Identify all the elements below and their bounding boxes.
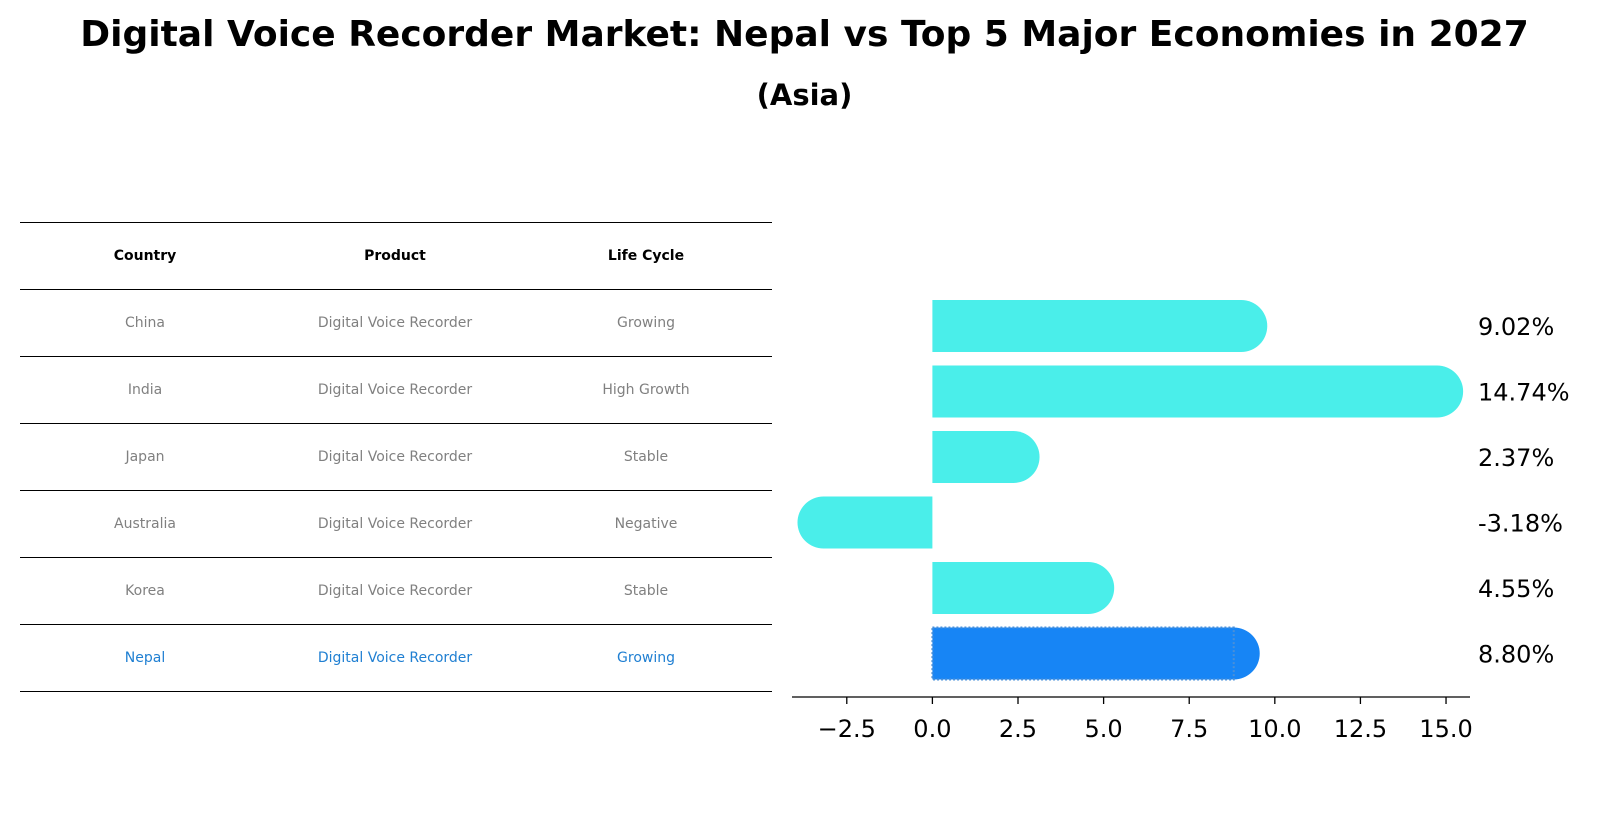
- data-table: Country Product Life Cycle China Digital…: [20, 222, 772, 692]
- cell-life-cycle: High Growth: [602, 382, 690, 398]
- header-product: Product: [364, 248, 426, 264]
- x-tick-label: 10.0: [1248, 715, 1301, 743]
- cell-product: Digital Voice Recorder: [317, 516, 473, 532]
- x-tick-label: 12.5: [1334, 715, 1387, 743]
- table-row: India Digital Voice Recorder High Growth: [20, 356, 772, 423]
- table-row: China Digital Voice Recorder Growing: [20, 289, 772, 356]
- bar-nepal: [932, 627, 1260, 680]
- cell-life-cycle: Stable: [623, 583, 669, 599]
- bar-japan: [932, 431, 1040, 483]
- x-tick-label: 5.0: [1085, 715, 1123, 743]
- cell-life-cycle: Stable: [623, 449, 669, 465]
- table-header-row: Country Product Life Cycle: [20, 222, 772, 289]
- bar-value-label: 14.74%: [1478, 379, 1570, 407]
- table-row: Korea Digital Voice Recorder Stable: [20, 557, 772, 624]
- cell-product: Digital Voice Recorder: [317, 650, 473, 666]
- bar-value-label: 9.02%: [1478, 313, 1554, 341]
- bar-value-label: 2.37%: [1478, 444, 1554, 472]
- bar-value-label: 4.55%: [1478, 575, 1554, 603]
- x-tick-label: 15.0: [1419, 715, 1472, 743]
- chart-subtitle: (Asia): [756, 78, 853, 112]
- cell-product: Digital Voice Recorder: [317, 449, 473, 465]
- header-country: Country: [113, 248, 177, 264]
- x-tick-label: 2.5: [999, 715, 1037, 743]
- table-row: Australia Digital Voice Recorder Negativ…: [20, 490, 772, 557]
- bar-australia: [797, 496, 933, 549]
- cell-country: Japan: [125, 449, 165, 465]
- bar-korea: [932, 562, 1115, 614]
- cell-life-cycle: Negative: [614, 516, 678, 532]
- cell-country: China: [125, 315, 165, 331]
- cell-country: Nepal: [124, 650, 166, 666]
- x-tick-label: 7.5: [1170, 715, 1208, 743]
- cell-life-cycle: Growing: [617, 650, 675, 666]
- bar-value-label: 8.80%: [1478, 641, 1554, 669]
- chart-title: Digital Voice Recorder Market: Nepal vs …: [80, 14, 1529, 55]
- bar-india: [932, 365, 1464, 418]
- bar-value-label: -3.18%: [1478, 510, 1563, 538]
- x-tick-label: 0.0: [913, 715, 951, 743]
- cell-product: Digital Voice Recorder: [317, 382, 473, 398]
- table-row-highlight: Nepal Digital Voice Recorder Growing: [20, 624, 772, 692]
- cell-country: Australia: [114, 516, 176, 532]
- cell-life-cycle: Growing: [617, 315, 675, 331]
- cell-product: Digital Voice Recorder: [317, 315, 473, 331]
- cell-product: Digital Voice Recorder: [317, 583, 473, 599]
- bar-highlight-outline: [931, 626, 1235, 681]
- cell-country: India: [127, 382, 163, 398]
- x-tick-label: −2.5: [818, 715, 876, 743]
- header-life-cycle: Life Cycle: [607, 248, 685, 264]
- bar-china: [932, 300, 1268, 352]
- cell-country: Korea: [125, 583, 165, 599]
- table-row: Japan Digital Voice Recorder Stable: [20, 423, 772, 490]
